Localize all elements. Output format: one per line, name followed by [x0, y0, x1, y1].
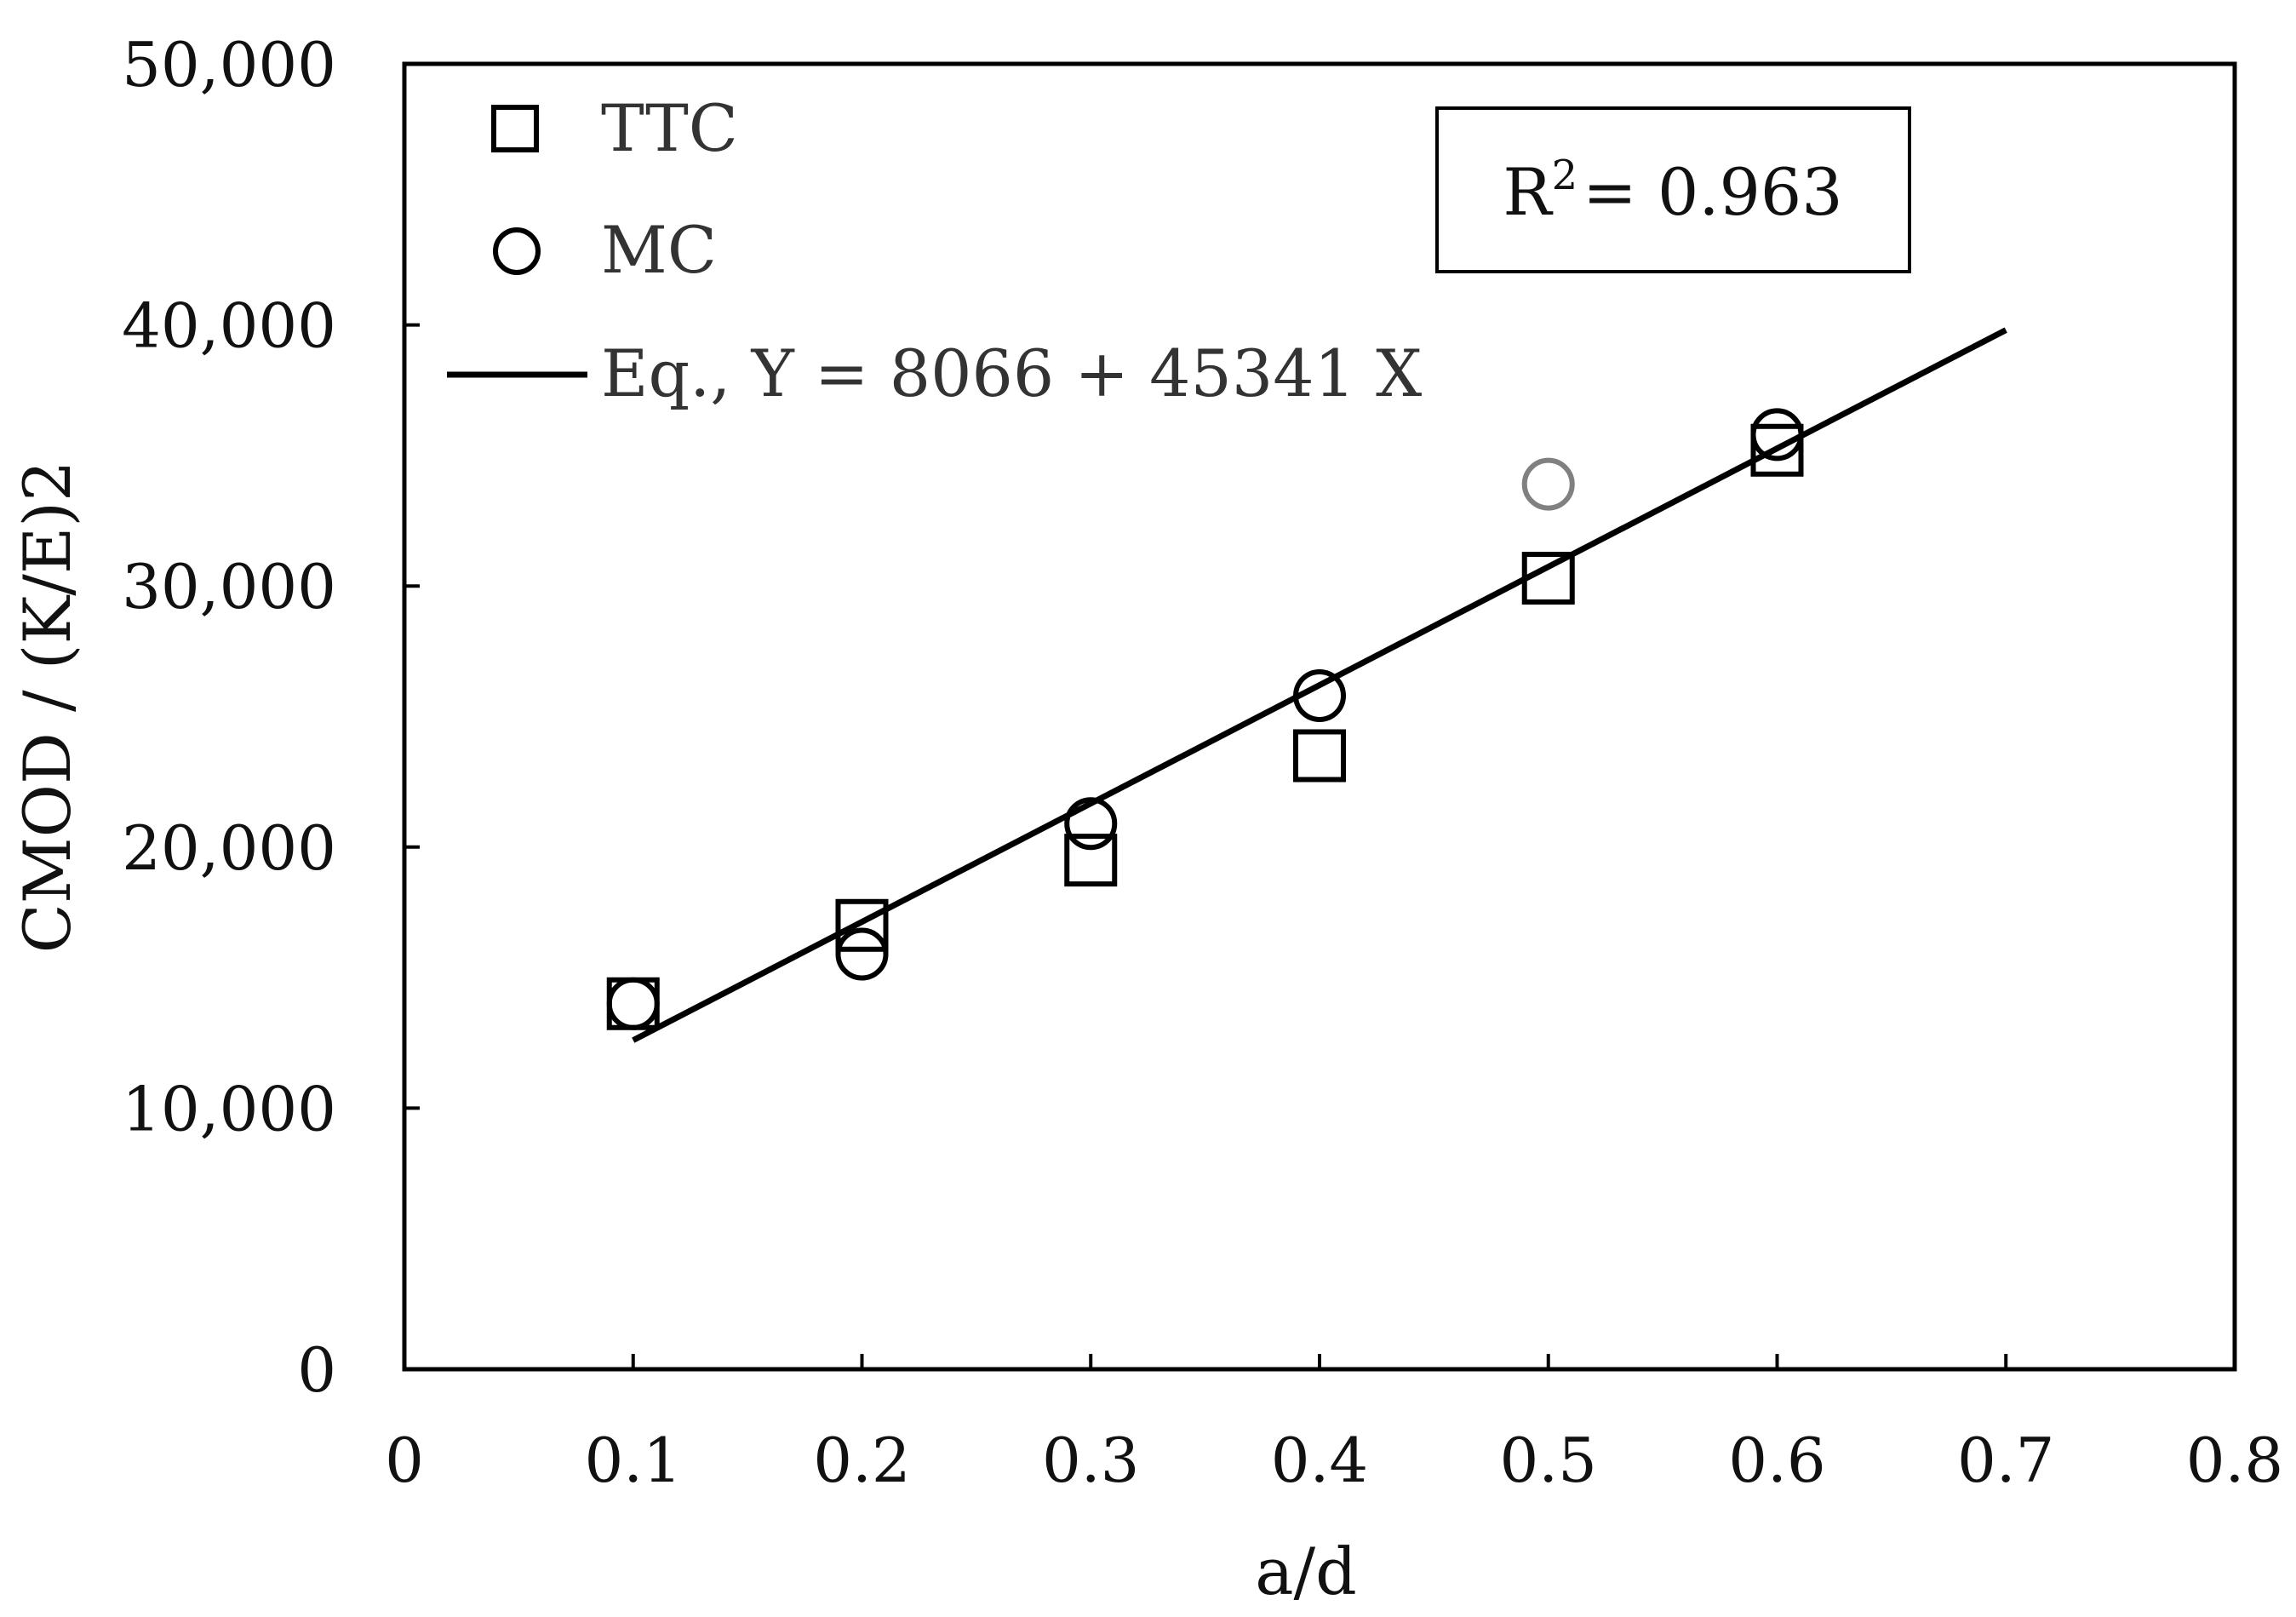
legend: TTC MC Eq., Y = 8066 + 45341 X: [447, 90, 1422, 411]
mc-point: [1064, 797, 1118, 851]
legend-eq-label: Eq., Y = 8066 + 45341 X: [601, 335, 1422, 411]
y-tick-label: 0: [297, 1334, 336, 1406]
x-tick-label: 0.4: [1271, 1425, 1369, 1496]
r2-superscript: 2: [1552, 152, 1578, 199]
r2-box-frame: [1435, 106, 1911, 273]
x-tick-label: 0.1: [584, 1425, 682, 1496]
fit-line: [632, 327, 2007, 1043]
x-tick-label: 0.3: [1042, 1425, 1140, 1496]
mark-layer: [606, 327, 2007, 1043]
y-tick-label: 30,000: [122, 551, 336, 622]
x-tick-label: 0.2: [813, 1425, 911, 1496]
y-tick-label: 10,000: [122, 1073, 336, 1144]
y-tick-label: 50,000: [122, 29, 336, 100]
r2-annotation: R2= 0.963: [1435, 106, 1911, 273]
x-axis-title: a/d: [1255, 1534, 1357, 1609]
ttc-point: [835, 898, 889, 952]
ttc-point: [1064, 834, 1118, 887]
tick-layer: 0 0.1 0.2 0.3 0.4 0.5 0.6 0.7 0.8 0 10,000 20,000 30…: [122, 29, 2283, 1496]
y-tick-label: 40,000: [122, 290, 336, 362]
mc-point: [606, 977, 660, 1030]
legend-ttc-label: TTC: [601, 90, 738, 166]
x-tick-label: 0.8: [2186, 1425, 2284, 1496]
ttc-point: [1293, 729, 1346, 783]
legend-mc-marker: [493, 227, 541, 275]
r2-text: R2= 0.963: [1503, 152, 1842, 230]
y-axis-title: CMOD / (K/E)2: [9, 461, 85, 954]
ttc-point: [1750, 423, 1804, 477]
r2-value: = 0.963: [1583, 154, 1842, 230]
y-tick-label: 20,000: [122, 812, 336, 884]
mc-point: [835, 927, 889, 981]
legend-ttc-marker: [491, 105, 539, 152]
x-tick-label: 0: [385, 1425, 424, 1496]
mc-outlier-point: [1521, 457, 1575, 511]
x-tick-label: 0.7: [1957, 1425, 2055, 1496]
x-tick-label: 0.6: [1728, 1425, 1826, 1496]
x-tick-label: 0.5: [1499, 1425, 1597, 1496]
r2-symbol: R: [1503, 154, 1554, 230]
legend-mc-label: MC: [601, 212, 717, 288]
